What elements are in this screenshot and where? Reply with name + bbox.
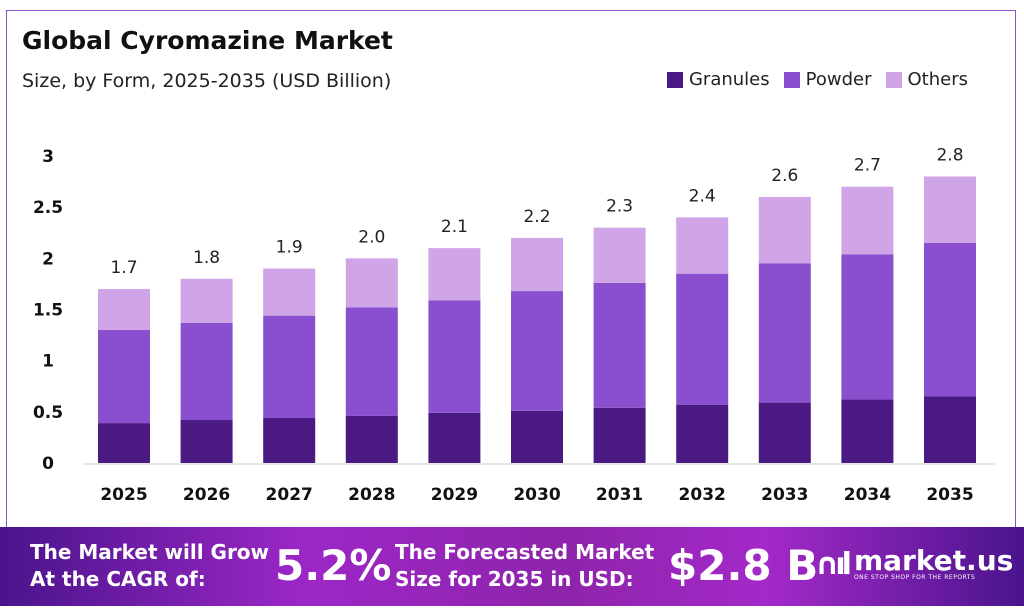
cagr-value: 5.2% — [275, 541, 392, 590]
bar-segment-granules — [593, 407, 646, 463]
logo-tagline: ONE STOP SHOP FOR THE REPORTS — [853, 574, 976, 581]
legend-label: Others — [907, 69, 969, 90]
forecast-label-line: Size for 2035 in USD: — [395, 567, 634, 591]
bar-segment-granules — [511, 410, 563, 463]
data-label: 2.7 — [854, 156, 881, 176]
bar-segment-granules — [428, 412, 481, 463]
bar-segment-others — [263, 268, 316, 316]
y-tick-label: 2 — [42, 249, 54, 269]
bar-segment-powder — [758, 263, 811, 403]
x-tick-label: 2034 — [844, 485, 891, 505]
bar-segment-granules — [841, 399, 894, 463]
x-tick-label: 2033 — [761, 485, 808, 505]
bar-segment-powder — [593, 282, 646, 408]
bar-segment-granules — [676, 404, 729, 463]
legend-item-others: Others — [885, 69, 969, 90]
market-us-logo: ∩ıl market.us ONE STOP SHOP FOR THE REPOR… — [815, 544, 1014, 583]
bar-segment-others — [98, 289, 150, 330]
forecast-value: $2.8 B — [668, 541, 819, 590]
bar-segment-powder — [511, 291, 563, 411]
bar-segment-powder — [676, 273, 729, 405]
bar-segment-granules — [263, 417, 316, 463]
y-tick-label: 1.5 — [33, 301, 63, 321]
bar-segment-powder — [180, 322, 233, 421]
cagr-label-line: The Market will Grow — [30, 540, 270, 564]
logo-icon: ∩ıl — [815, 547, 852, 582]
forecast-label-line: The Forecasted Market — [395, 540, 655, 564]
data-label: 2.8 — [936, 145, 963, 165]
data-label: 2.0 — [358, 227, 385, 247]
bar-segment-others — [593, 227, 646, 283]
x-tick-label: 2025 — [100, 485, 147, 505]
y-tick-label: 0 — [42, 454, 54, 474]
bar-segment-powder — [345, 307, 398, 416]
data-label: 2.4 — [689, 186, 716, 206]
bar-segment-granules — [345, 415, 398, 463]
data-label: 1.9 — [276, 238, 303, 258]
bar-segment-powder — [428, 300, 481, 413]
bar-segment-granules — [180, 420, 233, 463]
forecast-label: The Forecasted Market Size for 2035 in US… — [395, 539, 654, 593]
legend-item-granules: Granules — [666, 69, 770, 90]
data-label: 2.2 — [523, 207, 550, 227]
x-tick-label: 2030 — [513, 485, 560, 505]
legend-label: Powder — [805, 69, 872, 90]
y-tick-label: 3 — [42, 147, 54, 167]
x-tick-label: 2035 — [926, 485, 973, 505]
x-tick-label: 2026 — [183, 485, 230, 505]
bar-segment-others — [345, 258, 398, 308]
bar-segment-others — [180, 278, 233, 323]
bar-segment-powder — [98, 329, 150, 424]
bar-segment-others — [676, 217, 729, 274]
chart-title: Global Cyromazine Market — [22, 26, 393, 55]
bar-segment-granules — [758, 402, 811, 463]
legend-label: Granules — [688, 69, 770, 90]
bar-segment-others — [511, 237, 563, 292]
bar-segment-others — [428, 248, 481, 301]
bar-segment-powder — [924, 242, 976, 397]
legend-item-powder: Powder — [783, 69, 872, 90]
legend-swatch — [885, 71, 902, 88]
x-tick-label: 2032 — [679, 485, 726, 505]
bar-segment-others — [758, 196, 811, 264]
cagr-label: The Market will Grow At the CAGR of: — [30, 539, 269, 593]
bar-segment-powder — [263, 315, 316, 418]
bar-segment-others — [841, 186, 894, 255]
data-label: 2.6 — [771, 166, 798, 186]
data-label: 1.7 — [110, 258, 137, 278]
data-label: 2.1 — [441, 217, 468, 237]
bar-chart: 0 0.5 1 1.5 2 2.5 3 1.7 2025 1.8 2026 1.9 2027 2.0 202… — [33, 145, 995, 505]
legend: Granules Powder Others — [666, 69, 969, 90]
y-tick-label: 0.5 — [33, 403, 63, 423]
data-label: 1.8 — [193, 248, 220, 268]
legend-swatch — [783, 71, 800, 88]
data-label: 2.3 — [606, 197, 633, 217]
bar-segment-powder — [841, 254, 894, 400]
x-tick-label: 2031 — [596, 485, 643, 505]
cagr-label-line: At the CAGR of: — [30, 567, 206, 591]
x-tick-label: 2029 — [431, 485, 478, 505]
bar-segment-granules — [924, 396, 976, 463]
y-tick-label: 2.5 — [33, 198, 63, 218]
footer-banner: The Market will Grow At the CAGR of: 5.2%… — [0, 527, 1024, 606]
bar-segment-granules — [98, 423, 150, 463]
x-tick-label: 2028 — [348, 485, 395, 505]
bar-segment-others — [924, 176, 976, 243]
logo-text: market.us — [853, 544, 1014, 577]
y-tick-label: 1 — [42, 352, 54, 372]
x-tick-label: 2027 — [266, 485, 313, 505]
chart-subtitle: Size, by Form, 2025-2035 (USD Billion) — [22, 70, 392, 92]
legend-swatch — [666, 71, 683, 88]
